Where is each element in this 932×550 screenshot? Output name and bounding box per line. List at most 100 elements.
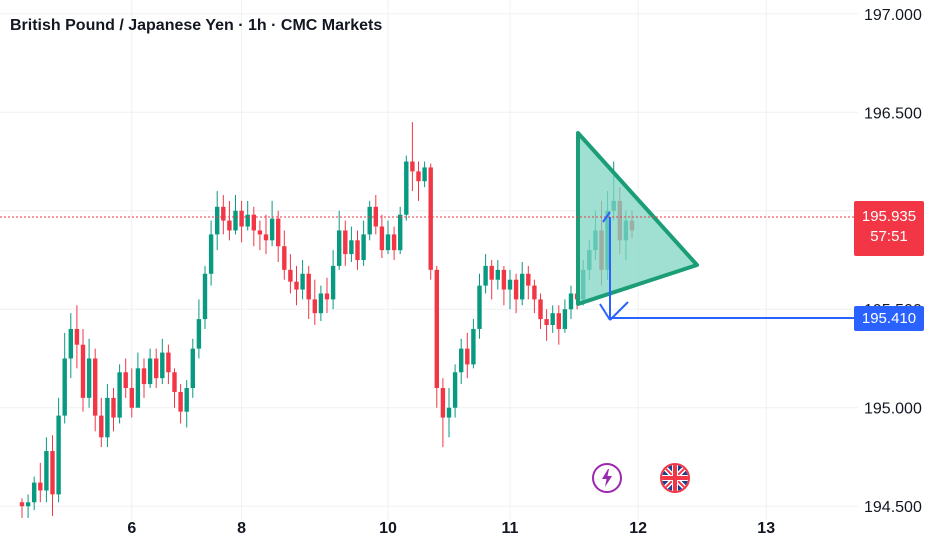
candle [25, 494, 31, 519]
candle [160, 338, 165, 385]
candle [105, 384, 110, 448]
chart-title: British Pound / Japanese Yen · 1h · CMC … [10, 17, 383, 34]
candle [294, 265, 299, 306]
candle [391, 226, 397, 260]
candle [452, 364, 458, 418]
candle [428, 163, 433, 280]
candle [282, 230, 287, 280]
y-tick-label: 195.000 [864, 401, 922, 418]
candle [196, 299, 202, 359]
candle [507, 269, 513, 310]
candle [215, 191, 220, 251]
candle [477, 273, 482, 339]
candle [154, 348, 159, 389]
candle [233, 195, 238, 235]
candle [245, 200, 250, 231]
candle [99, 397, 104, 448]
candle [556, 305, 561, 345]
candle [19, 498, 25, 519]
candle [544, 309, 549, 341]
candle [373, 195, 378, 235]
x-tick-label: 12 [629, 520, 647, 537]
candle [459, 338, 464, 385]
x-tick-label: 10 [379, 520, 397, 537]
candle [404, 155, 409, 221]
candle [208, 220, 214, 286]
candle [50, 435, 55, 517]
y-tick-label: 197.000 [864, 7, 922, 24]
candle [471, 319, 476, 369]
y-tick-label: 196.500 [864, 105, 922, 122]
candle [93, 348, 98, 432]
candle [202, 265, 208, 329]
candle [257, 220, 263, 251]
candle [44, 437, 49, 503]
candle [263, 214, 269, 255]
uk-flag-icon[interactable] [660, 463, 690, 493]
candle [434, 265, 439, 408]
candle [111, 388, 116, 432]
candle [32, 476, 37, 511]
candle [141, 358, 147, 398]
candle [288, 254, 293, 294]
candle [56, 397, 61, 503]
candle [562, 299, 568, 333]
current-price-tag: 195.935 57:51 [854, 201, 924, 256]
candle [129, 368, 134, 418]
candle [440, 378, 446, 448]
candle [86, 338, 92, 408]
triangle-pattern [576, 131, 699, 306]
current-price-label: 195.935 [861, 208, 917, 225]
x-tick-label: 11 [502, 520, 519, 537]
time-axis[interactable]: 6 8 10 11 12 13 [127, 520, 775, 537]
candle [38, 462, 43, 503]
candle [416, 161, 421, 201]
candle [550, 305, 555, 333]
candle [361, 220, 366, 266]
target-price-tag: 195.410 [854, 306, 924, 331]
x-tick-label: 13 [757, 520, 775, 537]
candle [147, 348, 153, 389]
candle [343, 220, 348, 266]
x-tick-label: 6 [127, 520, 136, 537]
candle [520, 261, 525, 306]
candle [495, 260, 500, 290]
candle [355, 230, 360, 270]
candle [324, 277, 330, 314]
triangle-pattern-shape[interactable] [576, 131, 699, 306]
candle [349, 226, 354, 262]
candle [74, 305, 80, 369]
candle [178, 384, 183, 424]
candle [330, 250, 336, 310]
candle [306, 265, 311, 320]
candle [68, 313, 73, 379]
candle [276, 210, 281, 262]
candle [489, 260, 494, 300]
candle [398, 206, 403, 255]
candle [123, 358, 128, 398]
candle [379, 214, 385, 259]
candle [312, 279, 317, 325]
candle [385, 220, 391, 255]
candle [172, 368, 177, 408]
candle [538, 293, 543, 329]
candle [221, 195, 226, 235]
candle [269, 200, 275, 247]
candle [318, 285, 324, 322]
candle [117, 364, 122, 424]
candle [422, 161, 427, 188]
candle [251, 206, 256, 247]
candle [166, 344, 171, 385]
candle [513, 273, 519, 314]
candle [135, 352, 141, 408]
projection-arrow[interactable] [599, 211, 858, 321]
lightning-icon[interactable] [592, 463, 622, 493]
candle [62, 332, 67, 424]
candle [465, 332, 470, 379]
candle [367, 200, 372, 241]
candle [410, 122, 415, 192]
candle [532, 279, 537, 314]
candle [446, 388, 452, 438]
